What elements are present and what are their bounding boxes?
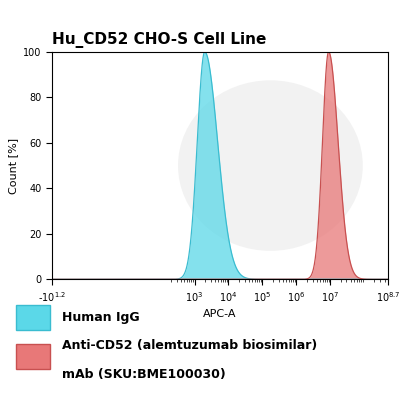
Y-axis label: Count [%]: Count [%] [8,138,18,194]
Text: mAb (SKU:BME100030): mAb (SKU:BME100030) [62,368,226,381]
X-axis label: APC-A: APC-A [203,309,237,319]
Ellipse shape [178,80,363,251]
Text: Human IgG: Human IgG [62,311,139,324]
Bar [16,305,50,330]
Text: Hu_CD52 CHO-S Cell Line: Hu_CD52 CHO-S Cell Line [52,32,266,47]
Text: Anti-CD52 (alemtuzumab biosimilar): Anti-CD52 (alemtuzumab biosimilar) [62,339,317,352]
Bar [16,344,50,369]
